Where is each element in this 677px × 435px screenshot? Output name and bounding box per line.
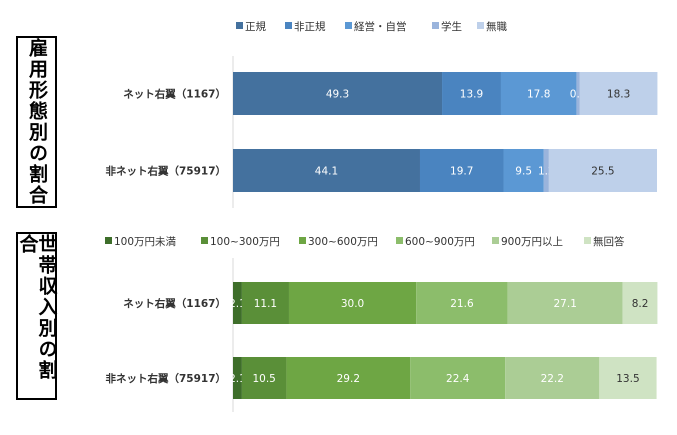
bar-segment: [500, 72, 577, 115]
legend-label: 100万円未満: [114, 236, 177, 248]
bar-segment: [233, 149, 420, 192]
bar-segment: [233, 357, 242, 399]
bar-segment: [288, 282, 417, 324]
data-label: 21.6: [450, 298, 474, 310]
data-label: 49.3: [326, 89, 349, 101]
panel-title-income: 世帯収入別の割合: [16, 232, 58, 400]
legend-label: 600~900万円: [405, 236, 475, 248]
legend-swatch: [492, 237, 499, 244]
data-label: 44.1: [315, 166, 338, 178]
legend-swatch: [299, 237, 306, 244]
data-label: 13.9: [460, 89, 483, 101]
data-label: 30.0: [341, 298, 364, 310]
bar-segment: [419, 149, 504, 192]
data-label: 17.8: [527, 89, 550, 101]
bar-segment: [241, 282, 289, 324]
category-label: ネット右翼（1167）: [123, 297, 226, 310]
bar-segment: [622, 282, 658, 324]
data-label: 27.1: [554, 298, 577, 310]
legend-swatch: [396, 237, 403, 244]
bar-segment: [416, 282, 508, 324]
bar-segment: [548, 149, 657, 192]
bar-segment: [233, 282, 242, 324]
legend-label: 900万円以上: [501, 236, 563, 248]
legend-label: 無職: [486, 20, 507, 33]
legend-label: 学生: [441, 20, 462, 33]
legend-swatch: [432, 22, 439, 29]
legend-label: 300~600万円: [308, 236, 378, 248]
bar-segment: [543, 149, 549, 192]
data-label: 2.1: [229, 373, 246, 385]
data-label: 22.2: [541, 373, 564, 385]
bar-segment: [241, 357, 287, 399]
bar-segment: [505, 357, 600, 399]
category-label: ネット右翼（1167）: [123, 88, 226, 101]
data-label: 13.5: [616, 373, 639, 385]
data-label: 10.5: [252, 373, 275, 385]
data-label: 11.1: [254, 298, 277, 310]
bar-segment: [599, 357, 657, 399]
bar-segment: [286, 357, 411, 399]
legend-swatch: [201, 237, 208, 244]
legend-swatch: [285, 22, 292, 29]
bar-segment: [576, 72, 580, 115]
data-label: 2.1: [229, 298, 246, 310]
bar-segment: [507, 282, 623, 324]
category-label: 非ネット右翼（75917）: [105, 372, 226, 385]
data-label: 19.7: [450, 166, 473, 178]
bar-segment: [503, 149, 544, 192]
bar-segment: [233, 72, 443, 115]
legend-label: 正規: [245, 21, 266, 33]
legend-label: 非正規: [294, 21, 326, 33]
data-label: 8.2: [632, 298, 649, 310]
data-label: 22.4: [446, 373, 470, 385]
bar-segment: [410, 357, 506, 399]
legend-swatch: [345, 22, 352, 29]
legend-label: 無回答: [593, 235, 625, 248]
data-label: 18.3: [607, 89, 630, 101]
panel-title-employment: 雇用形態別の割合: [16, 36, 57, 208]
data-label: 9.5: [515, 166, 532, 178]
legend-label: 100~300万円: [210, 236, 280, 248]
category-label: 非ネット右翼（75917）: [105, 165, 226, 178]
data-label: 29.2: [337, 373, 360, 385]
data-label: 25.5: [591, 166, 614, 178]
legend-label: 経営・自営: [354, 20, 407, 33]
legend-swatch: [105, 237, 112, 244]
bar-segment: [579, 72, 658, 115]
legend-swatch: [584, 237, 591, 244]
legend-swatch: [236, 22, 243, 29]
bar-segment: [442, 72, 501, 115]
legend-swatch: [477, 22, 484, 29]
